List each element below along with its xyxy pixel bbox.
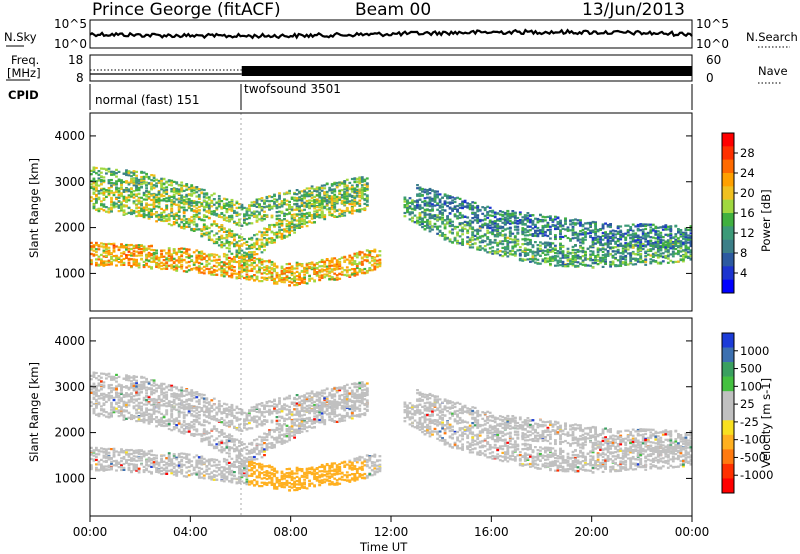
power-panel: 1000 2000 3000 4000 Slant Range [km] 28 24 20… xyxy=(27,112,773,312)
noise-left-label: N.Sky xyxy=(4,30,37,44)
colorbar-tick: 4 xyxy=(740,266,747,280)
colorbar-tick: 8 xyxy=(740,246,747,260)
velocity-panel: 1000 2000 3000 4000 Slant Range [km] 1000 50… xyxy=(27,317,773,517)
freq-left-tick-top: 18 xyxy=(68,53,83,67)
power-cbar-label: Power [dB] xyxy=(759,189,773,252)
freq-left-tick-bottom: 8 xyxy=(76,71,84,85)
ytick-label: 4000 xyxy=(54,334,85,348)
station-title: Prince George (fitACF) xyxy=(92,0,281,20)
colorbar-swatch xyxy=(722,463,734,479)
colorbar-swatch xyxy=(722,266,734,280)
colorbar-swatch xyxy=(722,449,734,465)
colorbar-swatch xyxy=(722,405,734,421)
ytick-label: 3000 xyxy=(54,175,85,189)
colorbar-tick: 28 xyxy=(740,146,755,160)
colorbar-tick: 12 xyxy=(740,226,755,240)
colorbar-swatch xyxy=(722,253,734,267)
colorbar-tick: -100 xyxy=(740,433,766,447)
colorbar-swatch xyxy=(722,173,734,187)
xtick-label: 20:00 xyxy=(574,525,609,539)
colorbar-swatch xyxy=(722,226,734,240)
ytick-label: 1000 xyxy=(54,266,85,280)
noise-panel: N.Sky 10^5 10^0 10^5 10^0 N.Search xyxy=(4,17,798,51)
velocity-ylabel: Slant Range [km] xyxy=(27,362,41,462)
xtick-label: 04:00 xyxy=(173,525,208,539)
power-yaxis: 1000 2000 3000 4000 xyxy=(54,129,692,280)
time-xaxis: 00:00 04:00 08:00 12:00 16:00 20:00 00:00 xyxy=(73,516,710,539)
xtick-label: 00:00 xyxy=(73,525,108,539)
freq-label-line1: Freq. xyxy=(11,53,39,67)
colorbar-swatch xyxy=(722,199,734,214)
freq-panel: Freq. [MHz] 18 8 60 0 Nave xyxy=(6,53,788,85)
velocity-yaxis: 1000 2000 3000 4000 xyxy=(54,334,692,485)
colorbar-swatch xyxy=(722,146,734,160)
xtick-label: 00:00 xyxy=(675,525,710,539)
colorbar-swatch xyxy=(722,333,734,348)
ytick-label: 3000 xyxy=(54,380,85,394)
ytick-label: 4000 xyxy=(54,129,85,143)
freq-trace xyxy=(90,66,693,76)
colorbar-swatch xyxy=(722,186,734,200)
colorbar-tick: 25 xyxy=(740,397,755,411)
cpid-mode-1: normal (fast) 151 xyxy=(95,93,199,107)
colorbar-swatch xyxy=(722,391,734,407)
freq-right-tick-top: 60 xyxy=(706,53,721,67)
velocity-colorbar: 1000 500 100 25 -25 -100 -500 -1000 xyxy=(721,332,773,494)
noise-left-tick-bottom: 10^0 xyxy=(54,37,87,51)
colorbar-swatch xyxy=(722,478,734,494)
velocity-cbar-label: Velocity [m s-1] xyxy=(759,378,773,468)
colorbar-swatch xyxy=(722,159,734,174)
xaxis-label: Time UT xyxy=(359,540,408,554)
xtick-label: 16:00 xyxy=(474,525,509,539)
noise-right-label: N.Search xyxy=(746,30,798,44)
velocity-heatmap xyxy=(90,371,693,492)
colorbar-tick: 16 xyxy=(740,206,755,220)
xtick-label: 08:00 xyxy=(273,525,308,539)
colorbar-tick: -25 xyxy=(740,415,759,429)
freq-label-line2: [MHz] xyxy=(7,66,41,80)
colorbar-tick: 1000 xyxy=(740,344,769,358)
colorbar-swatch xyxy=(722,434,734,450)
colorbar-tick: 20 xyxy=(740,186,755,200)
colorbar-swatch xyxy=(722,279,734,294)
xtick-label: 12:00 xyxy=(374,525,409,539)
date-title: 13/Jun/2013 xyxy=(582,0,685,20)
colorbar-swatch xyxy=(722,239,734,254)
noise-trace xyxy=(89,28,693,40)
colorbar-swatch xyxy=(722,362,734,377)
colorbar-tick: 24 xyxy=(740,166,755,180)
colorbar-swatch xyxy=(722,376,734,392)
colorbar-swatch xyxy=(722,420,734,436)
cpid-label: CPID xyxy=(8,88,39,102)
colorbar-swatch xyxy=(722,133,734,147)
colorbar-tick: -1000 xyxy=(740,468,773,482)
colorbar-tick: -500 xyxy=(740,450,766,464)
colorbar-tick: 500 xyxy=(740,362,762,376)
noise-right-tick-top: 10^5 xyxy=(696,17,729,31)
cpid-panel: CPID normal (fast) 151 twofsound 3501 xyxy=(8,82,693,110)
ytick-label: 2000 xyxy=(54,426,85,440)
colorbar-swatch xyxy=(722,347,734,363)
freq-right-tick-bottom: 0 xyxy=(706,71,714,85)
power-ylabel: Slant Range [km] xyxy=(27,158,41,258)
noise-left-tick-top: 10^5 xyxy=(54,17,87,31)
cpid-mode-2: twofsound 3501 xyxy=(244,82,341,96)
ytick-label: 1000 xyxy=(54,471,85,485)
power-colorbar: 28 24 20 16 12 8 4 xyxy=(721,132,755,294)
noise-right-tick-bottom: 10^0 xyxy=(696,37,729,51)
nave-label: Nave xyxy=(758,64,788,78)
colorbar-swatch xyxy=(722,213,734,227)
beam-title: Beam 00 xyxy=(355,0,431,20)
power-heatmap xyxy=(90,166,693,287)
colorbar-tick: 100 xyxy=(740,379,762,393)
ytick-label: 2000 xyxy=(54,221,85,235)
